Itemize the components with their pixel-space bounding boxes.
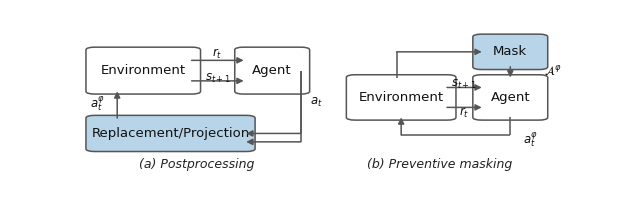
Text: $a_t$: $a_t$ bbox=[310, 96, 323, 109]
Text: Replacement/Projection: Replacement/Projection bbox=[92, 127, 250, 140]
FancyBboxPatch shape bbox=[473, 75, 548, 120]
Text: $a_t^{\varphi}$: $a_t^{\varphi}$ bbox=[90, 94, 105, 113]
Text: $s_{t+1}$: $s_{t+1}$ bbox=[205, 72, 230, 85]
Text: Environment: Environment bbox=[358, 91, 444, 104]
Text: Environment: Environment bbox=[100, 64, 186, 77]
Text: $\mathcal{A}^{\varphi}$: $\mathcal{A}^{\varphi}$ bbox=[544, 65, 561, 79]
FancyBboxPatch shape bbox=[86, 47, 200, 94]
Text: $r_t$: $r_t$ bbox=[460, 106, 470, 120]
Text: $r_t$: $r_t$ bbox=[212, 46, 223, 60]
Text: Agent: Agent bbox=[490, 91, 530, 104]
Text: Mask: Mask bbox=[493, 45, 527, 58]
Text: $a_t^{\varphi}$: $a_t^{\varphi}$ bbox=[524, 130, 538, 149]
Text: Agent: Agent bbox=[252, 64, 292, 77]
FancyBboxPatch shape bbox=[235, 47, 310, 94]
FancyBboxPatch shape bbox=[346, 75, 456, 120]
FancyBboxPatch shape bbox=[86, 115, 255, 151]
Text: (b) Preventive masking: (b) Preventive masking bbox=[367, 158, 512, 171]
Text: $s_{t+1}$: $s_{t+1}$ bbox=[451, 78, 477, 91]
FancyBboxPatch shape bbox=[473, 34, 548, 69]
Text: (a) Postprocessing: (a) Postprocessing bbox=[139, 158, 254, 171]
